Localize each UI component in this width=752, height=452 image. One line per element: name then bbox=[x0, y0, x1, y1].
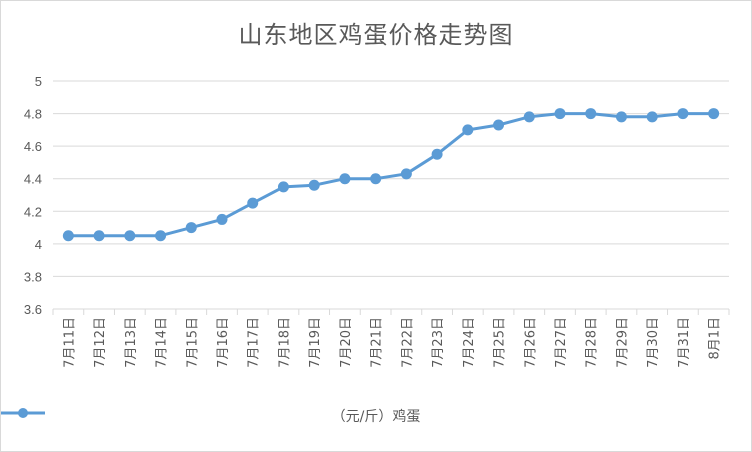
x-tick-label: 7月17日 bbox=[247, 317, 262, 368]
x-tick-label: 7月29日 bbox=[615, 317, 630, 368]
data-point bbox=[185, 222, 197, 234]
x-tick-label: 7月15日 bbox=[185, 317, 200, 368]
chart-title: 山东地区鸡蛋价格走势图 bbox=[238, 21, 514, 49]
data-point bbox=[400, 168, 412, 180]
x-tick-label: 7月22日 bbox=[400, 317, 415, 368]
x-tick-label: 7月30日 bbox=[646, 317, 661, 368]
y-tick-label: 4.2 bbox=[24, 204, 42, 219]
x-tick-label: 7月13日 bbox=[124, 317, 139, 368]
x-tick-label: 7月24日 bbox=[462, 317, 477, 368]
data-point bbox=[247, 197, 259, 209]
x-tick-label: 7月12日 bbox=[93, 317, 108, 368]
data-point bbox=[124, 230, 136, 242]
x-tick-label: 7月31日 bbox=[677, 317, 692, 368]
x-tick-label: 7月20日 bbox=[339, 317, 354, 368]
x-tick-label: 7月25日 bbox=[493, 317, 508, 368]
x-tick-label: 7月18日 bbox=[277, 317, 292, 368]
data-point bbox=[493, 119, 505, 131]
legend-label: （元/斤）鸡蛋 bbox=[331, 409, 421, 425]
data-point bbox=[615, 111, 627, 123]
x-tick-label: 7月23日 bbox=[431, 317, 446, 368]
data-point bbox=[677, 108, 689, 120]
data-point bbox=[431, 148, 443, 160]
data-point bbox=[93, 230, 105, 242]
y-tick-label: 4.6 bbox=[24, 139, 42, 154]
data-point bbox=[462, 124, 474, 136]
data-point bbox=[216, 213, 228, 225]
data-point bbox=[339, 173, 351, 185]
x-tick-label: 8月1日 bbox=[708, 317, 723, 360]
data-point bbox=[370, 173, 382, 185]
y-tick-label: 3.6 bbox=[24, 302, 42, 317]
data-point bbox=[708, 108, 720, 120]
data-point bbox=[62, 230, 74, 242]
data-point bbox=[523, 111, 535, 123]
data-point bbox=[155, 230, 167, 242]
data-point bbox=[646, 111, 658, 123]
x-tick-label: 7月28日 bbox=[585, 317, 600, 368]
x-tick-label: 7月14日 bbox=[155, 317, 170, 368]
legend-marker bbox=[1, 408, 45, 418]
y-tick-label: 3.8 bbox=[24, 269, 42, 284]
data-point bbox=[585, 108, 597, 120]
data-point bbox=[277, 181, 289, 193]
legend: （元/斤）鸡蛋 bbox=[1, 406, 751, 426]
x-tick-label: 7月21日 bbox=[370, 317, 385, 368]
y-tick-label: 4.4 bbox=[24, 172, 42, 187]
y-tick-label: 5 bbox=[35, 74, 42, 89]
x-tick-label: 7月19日 bbox=[308, 317, 323, 368]
y-tick-label: 4 bbox=[35, 237, 42, 252]
series-line bbox=[68, 112, 714, 238]
x-tick-label: 7月16日 bbox=[216, 317, 231, 368]
y-tick-label: 4.8 bbox=[24, 107, 42, 122]
x-tick-label: 7月26日 bbox=[523, 317, 538, 368]
data-point bbox=[308, 179, 320, 191]
x-tick-label: 7月27日 bbox=[554, 317, 569, 368]
x-tick-label: 7月11日 bbox=[62, 317, 77, 368]
data-point bbox=[554, 108, 566, 120]
